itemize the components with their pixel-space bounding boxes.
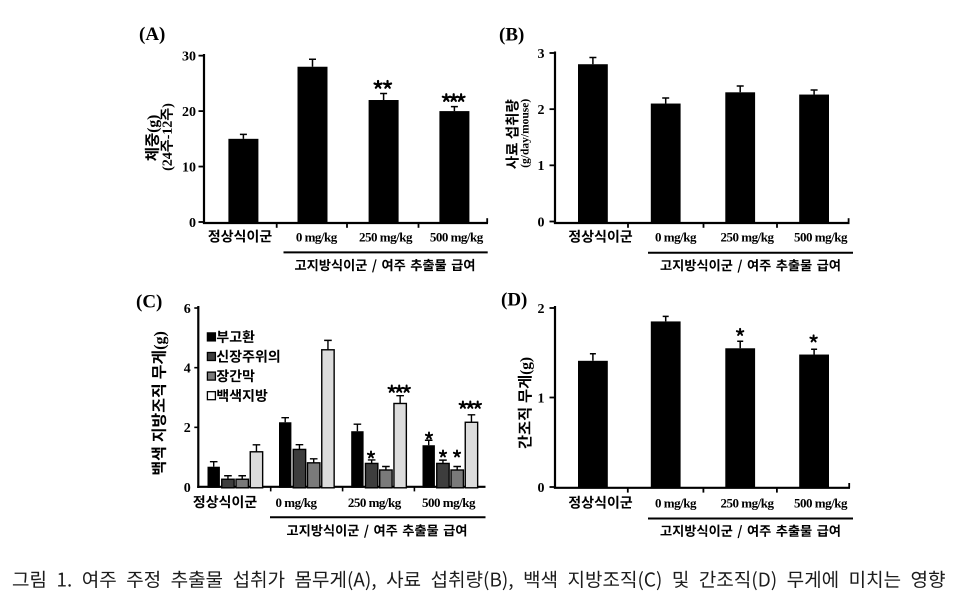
svg-text:(C): (C): [136, 292, 162, 313]
svg-text:2: 2: [538, 302, 545, 317]
svg-text:250 mg/kg: 250 mg/kg: [348, 495, 402, 510]
svg-text:3: 3: [538, 47, 545, 62]
svg-text:30: 30: [182, 49, 196, 64]
svg-text:4: 4: [184, 361, 191, 376]
svg-text:0: 0: [538, 215, 545, 230]
svg-text:2: 2: [538, 103, 545, 118]
svg-text:0 mg/kg: 0 mg/kg: [655, 230, 697, 245]
svg-text:0 mg/kg: 0 mg/kg: [296, 229, 338, 244]
svg-text:500 mg/kg: 500 mg/kg: [430, 229, 484, 244]
svg-text:0 mg/kg: 0 mg/kg: [655, 496, 697, 511]
svg-text:(D): (D): [501, 290, 527, 311]
svg-text:500 mg/kg: 500 mg/kg: [794, 496, 848, 511]
svg-text:0: 0: [184, 481, 191, 496]
svg-text:6: 6: [184, 302, 191, 317]
svg-text:0: 0: [538, 481, 545, 496]
svg-text:(B): (B): [499, 25, 524, 46]
svg-text:20: 20: [182, 105, 196, 120]
svg-text:0 mg/kg: 0 mg/kg: [276, 495, 318, 510]
svg-text:1: 1: [538, 159, 545, 174]
svg-text:2: 2: [184, 421, 191, 436]
svg-text:10: 10: [182, 160, 196, 175]
svg-text:500 mg/kg: 500 mg/kg: [794, 230, 848, 245]
svg-text:(g/day/mouse): (g/day/mouse): [519, 99, 531, 168]
svg-text:(A): (A): [139, 24, 165, 45]
svg-text:250 mg/kg: 250 mg/kg: [721, 230, 775, 245]
svg-text:250 mg/kg: 250 mg/kg: [359, 229, 413, 244]
svg-text:500 mg/kg: 500 mg/kg: [422, 495, 476, 510]
svg-text:250 mg/kg: 250 mg/kg: [721, 496, 775, 511]
svg-text:0: 0: [189, 216, 196, 231]
svg-text:1: 1: [538, 391, 545, 406]
